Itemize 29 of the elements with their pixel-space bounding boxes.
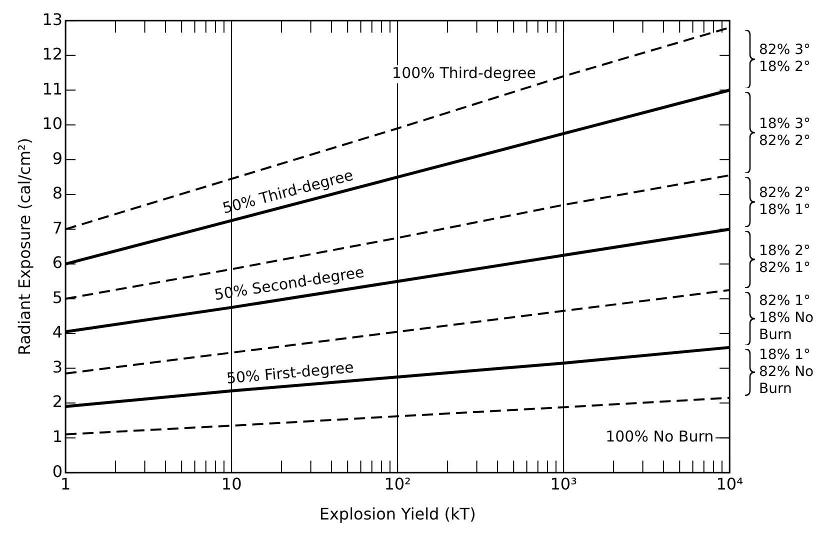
text: 50% First-degree (226, 358, 355, 388)
y-tick-label: 2 (52, 392, 63, 412)
x-tick-label: 10⁴ (716, 474, 744, 494)
text: 82% 1° 18% No Burn (759, 293, 814, 344)
y-tick-label: 5 (52, 288, 63, 307)
y-tick-label: 10 (42, 114, 63, 134)
text: 18% 1° 82% No Burn (759, 347, 814, 398)
y-tick-label: 7 (52, 218, 63, 238)
y-tick-label: 1 (52, 426, 63, 446)
y-tick-label: 6 (52, 253, 63, 272)
x-axis-title: Explosion Yield (kT) (319, 504, 476, 524)
x-tick-label: 10² (384, 474, 411, 494)
text: 18% 2° 82% 1° (759, 242, 810, 277)
y-tick-label: 8 (52, 184, 63, 203)
text: 18% 3° 82% 2° (759, 116, 810, 150)
annotation: 100% No Burn (606, 428, 714, 446)
y-tick-label: 3 (52, 357, 63, 376)
y-tick-label: 12 (42, 44, 63, 64)
y-tick-label: 11 (42, 79, 63, 98)
annotation: 100% Third-degree (392, 64, 536, 82)
text: 82% 3° 18% 2° (759, 42, 810, 76)
y-tick-label: 4 (52, 322, 63, 342)
y-axis-title: Radiant Exposure (cal/cm²) (14, 138, 34, 356)
text: 82% 2° 18% 1° (759, 185, 810, 220)
x-tick-label: 10³ (550, 474, 577, 494)
y-tick-label: 13 (42, 10, 63, 29)
y-tick-label: 0 (52, 462, 63, 481)
y-tick-label: 9 (52, 148, 63, 168)
x-tick-label: 10 (221, 474, 242, 494)
